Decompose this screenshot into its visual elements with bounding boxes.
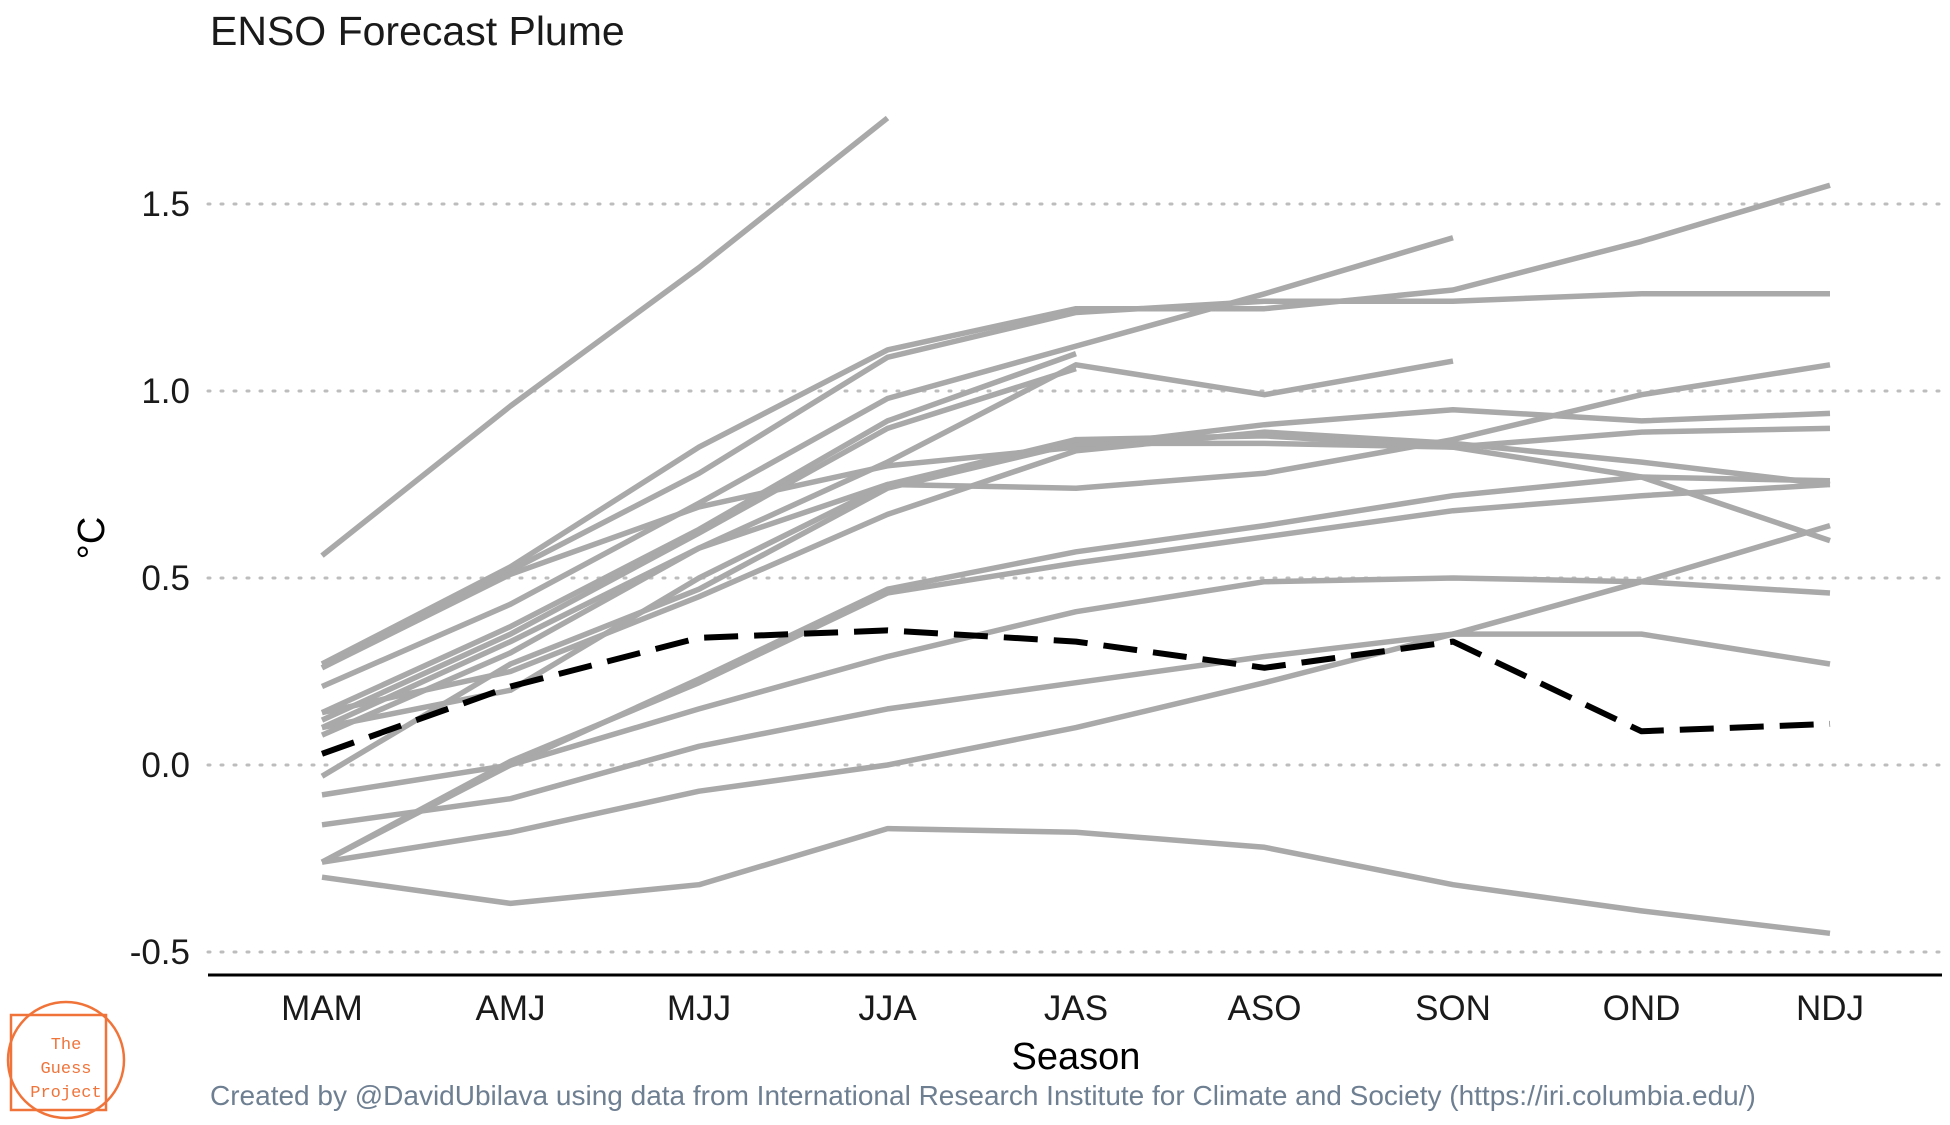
mean-forecast-line bbox=[320, 627, 1831, 757]
model-forecast-line bbox=[320, 365, 1077, 723]
model-forecast-line bbox=[320, 351, 1077, 716]
x-tick-label: JJA bbox=[858, 989, 917, 1028]
model-forecast-line bbox=[321, 429, 1831, 716]
model-forecast-line bbox=[321, 575, 1831, 798]
y-axis-title: °C bbox=[71, 517, 113, 560]
logo-text-line1: The bbox=[51, 1036, 82, 1055]
x-axis-ticks: MAM AMJ MJJ JJA JAS ASO SON OND NDJ bbox=[281, 989, 1864, 1028]
model-forecast-line bbox=[320, 406, 1831, 671]
model-forecast-line bbox=[320, 182, 1831, 667]
y-tick-label: 1.0 bbox=[141, 372, 190, 411]
logo-circle bbox=[6, 1000, 126, 1120]
x-tick-label: NDJ bbox=[1796, 989, 1864, 1028]
model-forecast-line bbox=[320, 235, 1454, 690]
model-forecast-line bbox=[321, 433, 1831, 731]
model-forecast-line bbox=[321, 522, 1831, 865]
chart-title: ENSO Forecast Plume bbox=[210, 8, 625, 54]
x-tick-label: AMJ bbox=[476, 989, 546, 1028]
guess-project-logo: The Guess Project bbox=[6, 1000, 126, 1120]
logo-text-line3: Project bbox=[30, 1084, 101, 1103]
x-tick-label: JAS bbox=[1044, 989, 1108, 1028]
x-axis-title: Season bbox=[1012, 1036, 1141, 1078]
model-forecast-line bbox=[320, 362, 1831, 738]
y-tick-label: -0.5 bbox=[130, 933, 190, 972]
mean-forecast-line bbox=[320, 627, 1831, 757]
model-forecast-lines bbox=[320, 115, 1831, 937]
x-tick-label: OND bbox=[1603, 989, 1681, 1028]
y-tick-label: 0.0 bbox=[141, 746, 190, 785]
model-forecast-line bbox=[321, 631, 1831, 828]
y-tick-label: 0.5 bbox=[141, 559, 190, 598]
logo-text-line2: Guess bbox=[40, 1060, 91, 1079]
y-tick-label: 1.5 bbox=[141, 185, 190, 224]
x-tick-label: MJJ bbox=[667, 989, 731, 1028]
x-tick-label: ASO bbox=[1228, 989, 1302, 1028]
model-forecast-line bbox=[320, 481, 1831, 865]
logo-square bbox=[9, 1013, 108, 1112]
model-forecast-line bbox=[320, 425, 1831, 779]
model-forecast-line bbox=[321, 825, 1831, 937]
caption: Created by @DavidUbilava using data from… bbox=[210, 1080, 1756, 1111]
model-forecast-line bbox=[320, 358, 1454, 731]
y-axis-ticks: -0.5 0.0 0.5 1.0 1.5 bbox=[130, 185, 190, 972]
model-forecast-line bbox=[320, 291, 1830, 671]
x-tick-label: SON bbox=[1415, 989, 1491, 1028]
x-tick-label: MAM bbox=[281, 989, 363, 1028]
model-forecast-line bbox=[320, 115, 890, 558]
